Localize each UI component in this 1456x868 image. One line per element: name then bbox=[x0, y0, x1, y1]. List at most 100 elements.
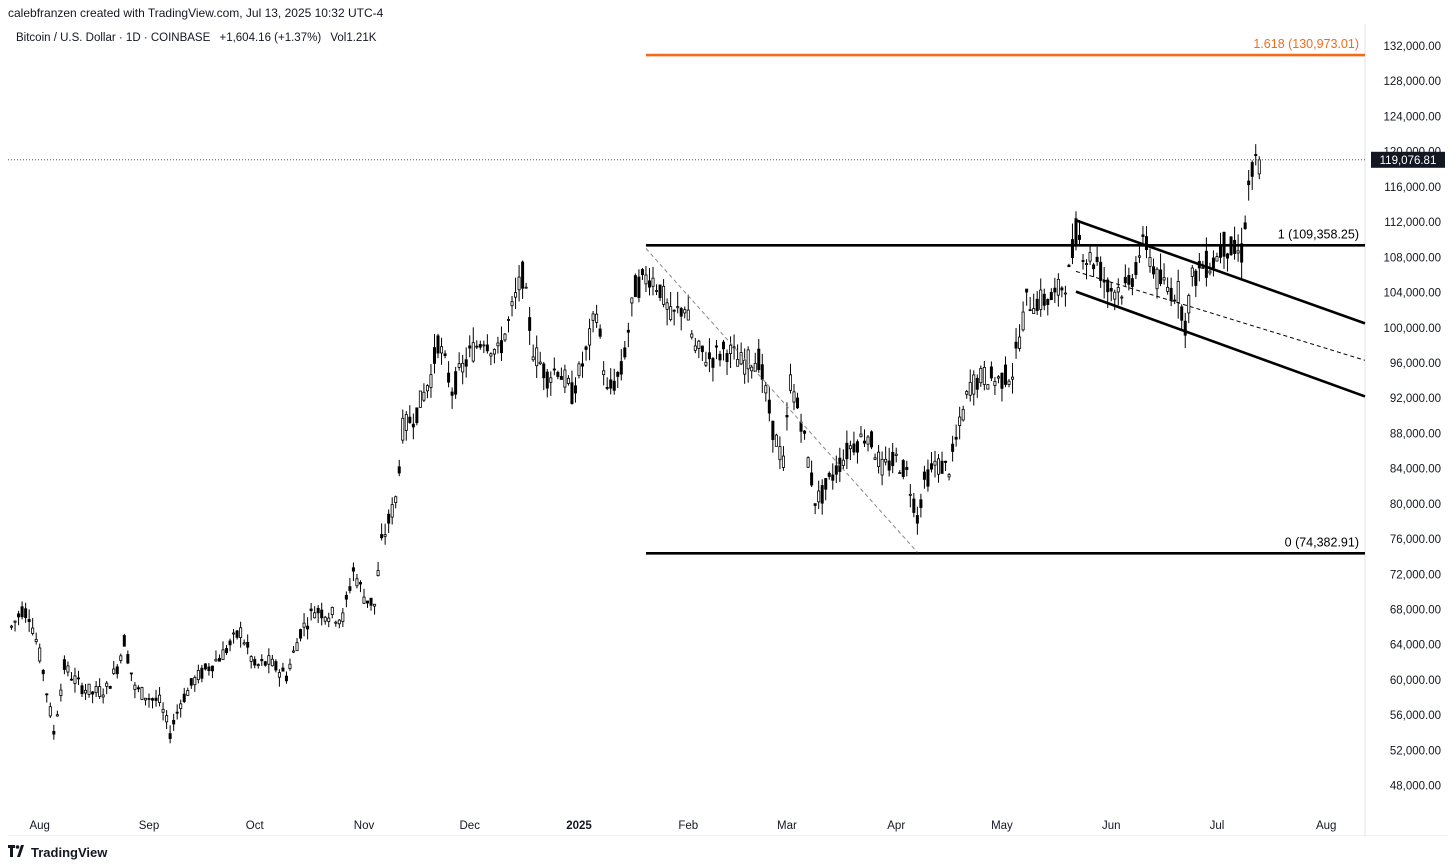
candle-body bbox=[711, 358, 715, 368]
candle-body bbox=[1166, 286, 1170, 292]
candle-body bbox=[447, 372, 451, 383]
candle-body bbox=[443, 353, 447, 357]
candle-body bbox=[295, 642, 299, 652]
candle-body bbox=[686, 309, 690, 321]
candle-body bbox=[1081, 260, 1085, 262]
x-tick-label: Feb bbox=[678, 820, 698, 832]
candle-body bbox=[669, 306, 673, 320]
candle-body bbox=[707, 352, 711, 360]
candle-body bbox=[313, 612, 317, 619]
candle-body bbox=[767, 399, 771, 414]
candle-body bbox=[538, 361, 542, 365]
candle-body bbox=[24, 608, 28, 618]
candle-body bbox=[810, 472, 814, 486]
candle-body bbox=[59, 689, 63, 696]
candle-body bbox=[1194, 270, 1198, 286]
candle-body bbox=[383, 534, 387, 537]
chart-frame[interactable]: 48,000.00 52,000.00 56,000.00 60,000.00 64,0… bbox=[8, 24, 1448, 837]
candle-body bbox=[1021, 311, 1025, 331]
candle-body bbox=[972, 374, 976, 395]
candle-body bbox=[401, 417, 405, 441]
candle-body bbox=[771, 420, 775, 440]
candle-body bbox=[729, 344, 733, 355]
candle-body bbox=[651, 277, 655, 287]
x-tick-label: May bbox=[991, 820, 1013, 832]
candle-body bbox=[954, 436, 958, 440]
y-tick-label: 56,000.00 bbox=[1390, 710, 1441, 722]
candle-body bbox=[20, 606, 24, 618]
candle-body bbox=[334, 621, 338, 624]
candle-body bbox=[1247, 180, 1251, 186]
candle-body bbox=[13, 620, 17, 623]
candle-body bbox=[933, 460, 937, 466]
candle-body bbox=[940, 460, 944, 474]
candle-body bbox=[189, 678, 193, 686]
y-tick-label: 68,000.00 bbox=[1390, 604, 1441, 616]
candle-body bbox=[404, 414, 408, 431]
candle-body bbox=[1127, 275, 1131, 285]
candle-body bbox=[612, 380, 616, 391]
candle-body bbox=[510, 301, 514, 307]
candle-body bbox=[679, 308, 683, 317]
candle-body bbox=[559, 376, 563, 380]
candle-body bbox=[1137, 255, 1141, 258]
candle-body bbox=[225, 648, 229, 654]
candle-body bbox=[48, 706, 52, 717]
candle-body bbox=[1007, 380, 1011, 386]
candle-body bbox=[1240, 243, 1244, 263]
candle-body bbox=[471, 342, 475, 362]
candle-body bbox=[1095, 256, 1099, 263]
candle-body bbox=[619, 361, 623, 375]
candle-body bbox=[1092, 264, 1096, 270]
candle-body bbox=[34, 639, 38, 643]
channel-middle-line bbox=[1075, 270, 1366, 361]
candle-body bbox=[31, 627, 35, 634]
candle-body bbox=[302, 622, 306, 628]
candle-body bbox=[584, 346, 588, 350]
candle-body bbox=[898, 472, 902, 474]
candle-body bbox=[944, 460, 948, 463]
candle-body bbox=[929, 463, 933, 470]
candle-body bbox=[644, 274, 648, 285]
candle-body bbox=[429, 374, 433, 388]
candle-body bbox=[1018, 336, 1022, 349]
candle-body bbox=[260, 659, 264, 662]
candle-body bbox=[80, 685, 84, 695]
y-tick-label: 128,000.00 bbox=[1383, 76, 1441, 88]
candle-body bbox=[722, 341, 726, 350]
channel-lower-line bbox=[1075, 290, 1366, 398]
candle-body bbox=[267, 655, 271, 665]
candle-body bbox=[947, 474, 951, 478]
candle-body bbox=[820, 485, 824, 504]
candle-body bbox=[803, 430, 807, 434]
x-tick-label: Apr bbox=[887, 820, 905, 832]
candle-body bbox=[249, 656, 253, 662]
price-change: +1,604.16 (+1.37%) bbox=[219, 32, 322, 44]
candle-body bbox=[662, 285, 666, 305]
candle-body bbox=[887, 460, 891, 471]
y-tick-label: 52,000.00 bbox=[1390, 745, 1441, 757]
candle-body bbox=[168, 733, 172, 739]
candle-body bbox=[524, 286, 528, 289]
candle-body bbox=[66, 665, 70, 673]
footer-brand: TradingView bbox=[8, 845, 107, 860]
candle-body bbox=[450, 391, 454, 396]
candle-body bbox=[147, 698, 151, 700]
candle-body bbox=[989, 366, 993, 379]
candle-body bbox=[764, 385, 768, 394]
y-tick-label: 84,000.00 bbox=[1390, 464, 1441, 476]
candle-body bbox=[588, 328, 592, 346]
candle-body bbox=[982, 367, 986, 385]
candle-body bbox=[1085, 263, 1089, 265]
y-tick-label: 132,000.00 bbox=[1383, 41, 1441, 53]
candle-body bbox=[845, 442, 849, 460]
x-tick-label: 2025 bbox=[566, 820, 592, 832]
candle-body bbox=[1028, 309, 1032, 312]
candle-body bbox=[870, 431, 874, 448]
price-chart[interactable]: 48,000.00 52,000.00 56,000.00 60,000.00 64,0… bbox=[8, 24, 1448, 837]
candle-body bbox=[894, 453, 898, 456]
candle-body bbox=[1201, 267, 1205, 269]
candle-body bbox=[422, 391, 426, 401]
candle-body bbox=[196, 669, 200, 681]
fib-level-label: 0 (74,382.91) bbox=[1285, 535, 1359, 549]
